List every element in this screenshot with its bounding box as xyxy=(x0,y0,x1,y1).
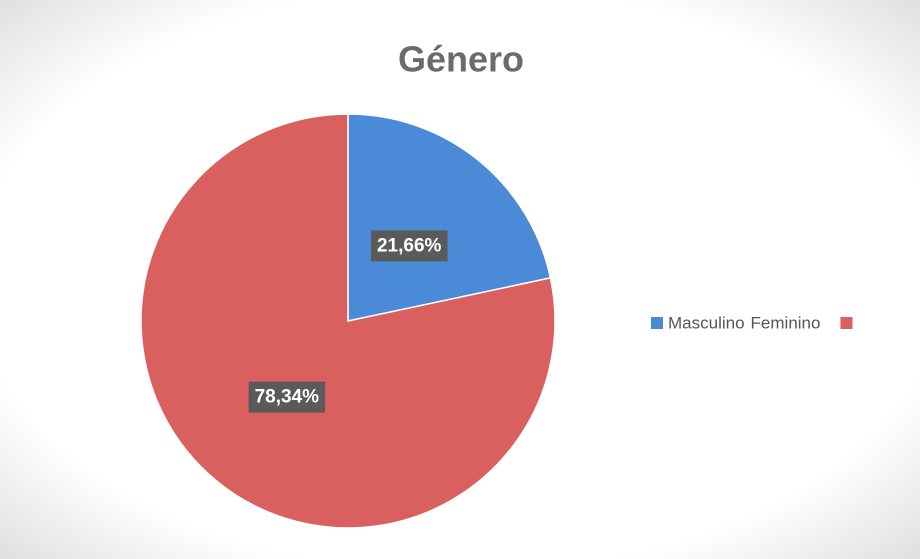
legend-label: Feminino xyxy=(751,313,821,332)
pie-slice xyxy=(347,113,552,322)
data-label-box xyxy=(370,230,448,262)
data-label: 78,34% xyxy=(255,387,320,408)
chart-title: Género xyxy=(398,39,524,80)
legend: Masculino Feminino xyxy=(651,313,853,332)
legend-swatch xyxy=(840,317,853,329)
pie-slice xyxy=(140,113,556,529)
legend-label: Masculino xyxy=(668,313,745,332)
pie xyxy=(140,113,556,529)
data-label: 21,66% xyxy=(377,235,442,256)
data-labels: 21,66% 78,34% xyxy=(248,230,448,413)
data-label-box xyxy=(248,381,326,413)
legend-swatch xyxy=(651,317,663,329)
